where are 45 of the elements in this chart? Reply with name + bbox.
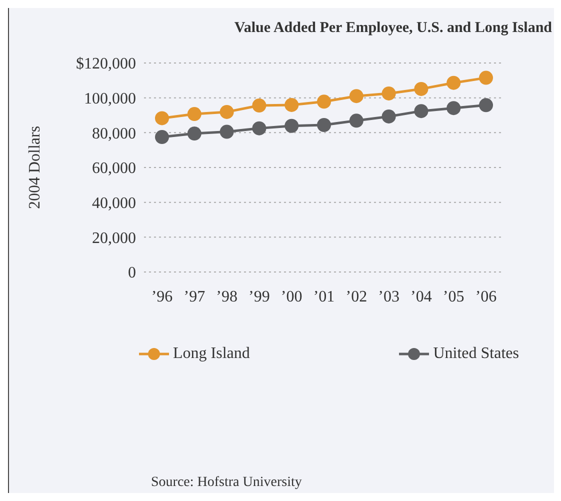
x-tick-label: ’02 [346, 288, 368, 306]
point [155, 130, 169, 144]
x-tick-label: ’99 [248, 288, 270, 306]
point [479, 98, 493, 112]
point [414, 82, 428, 96]
point [220, 104, 234, 119]
x-tick-label: ’05 [442, 288, 464, 306]
x-tick-label: ’04 [410, 288, 432, 306]
point [446, 101, 461, 116]
point [382, 109, 396, 124]
legend-label: United States [433, 345, 519, 363]
x-tick-label: ’03 [378, 288, 400, 306]
point [284, 118, 299, 133]
y-tick-label: $120,000 [76, 56, 136, 73]
point [479, 70, 493, 85]
point [187, 107, 202, 122]
point [187, 126, 202, 141]
point [155, 111, 169, 126]
point [382, 86, 396, 100]
y-axis-title: 2004 Dollars [26, 126, 44, 210]
point [252, 121, 266, 136]
point [317, 94, 331, 109]
legend-label: Long Island [173, 345, 250, 363]
source-note: Source: Hofstra University [151, 475, 302, 491]
x-tick-label: ’97 [184, 288, 206, 306]
y-tick-label: 60,000 [92, 160, 136, 178]
y-tick-label: 0 [128, 264, 136, 282]
point [220, 124, 234, 139]
point [252, 98, 266, 112]
point [317, 118, 331, 132]
y-tick-label: 100,000 [84, 90, 136, 108]
y-tick-label: 80,000 [92, 125, 136, 142]
point [349, 114, 364, 128]
x-tick-label: ’98 [216, 288, 238, 306]
x-tick-label: ’00 [280, 288, 302, 306]
x-tick-label: ’01 [313, 288, 335, 306]
x-tick-label: ’06 [475, 288, 497, 306]
point [446, 76, 461, 90]
point [414, 104, 428, 118]
x-tick-label: ’96 [151, 288, 173, 306]
point [349, 89, 364, 104]
chart-title: Value Added Per Employee, U.S. and Long Island [234, 20, 552, 37]
point [284, 98, 299, 112]
y-tick-label: 40,000 [92, 195, 136, 212]
y-tick-label: 20,000 [92, 230, 136, 247]
